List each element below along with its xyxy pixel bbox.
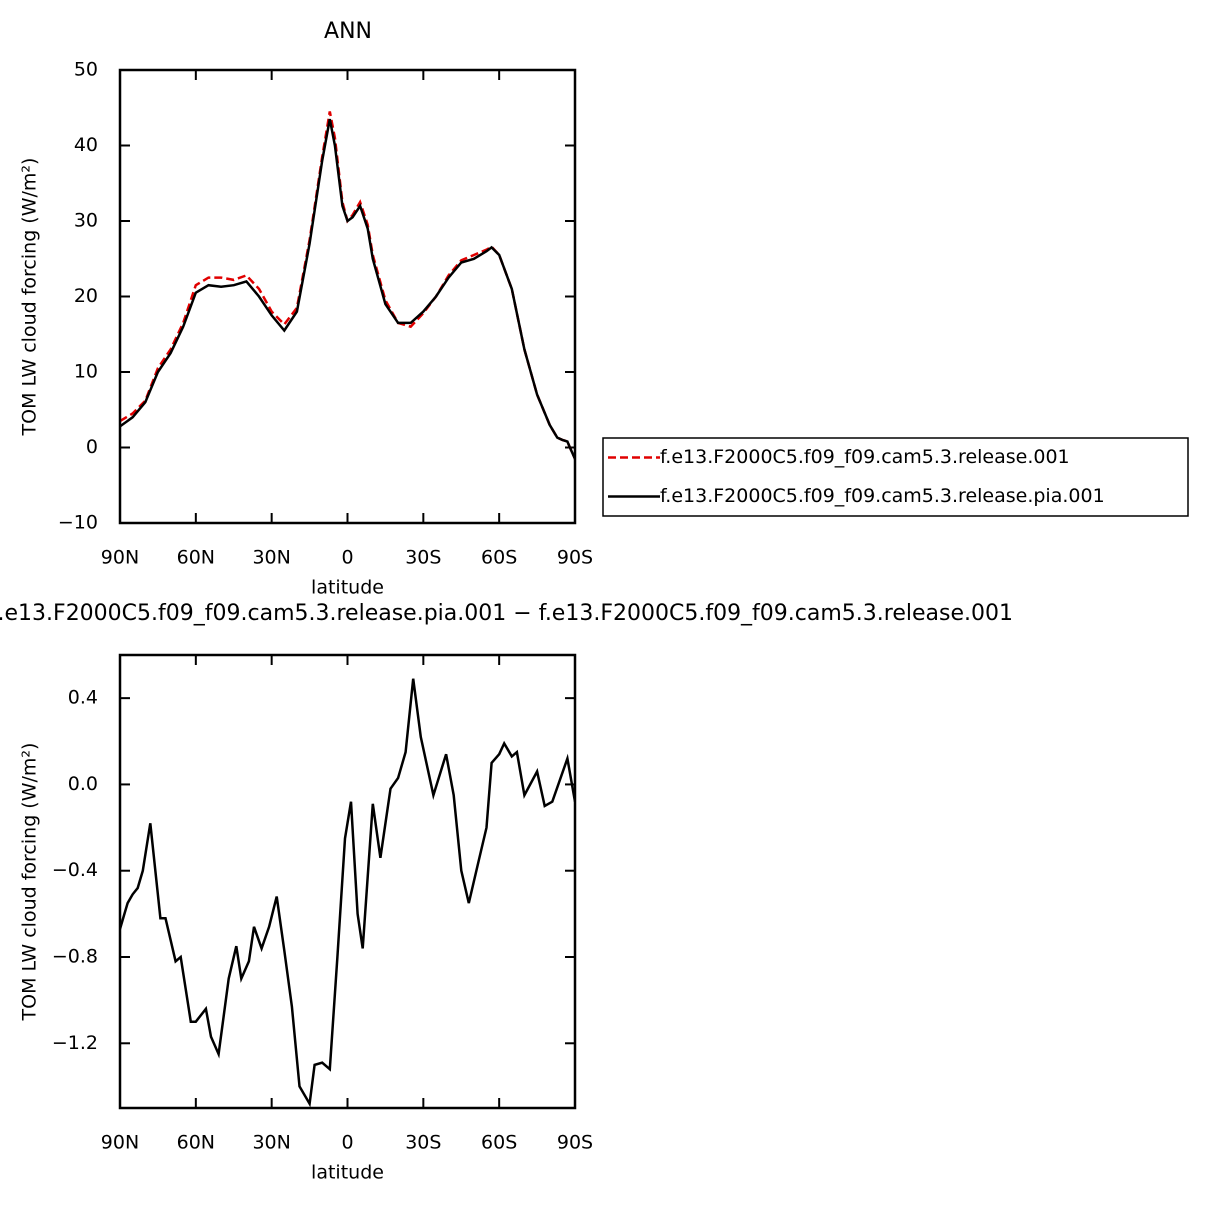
- chart-title: ANN: [324, 19, 372, 44]
- y-tick-label: 40: [74, 134, 98, 156]
- y-tick-label: 0: [86, 436, 98, 458]
- plot-frame: [118, 68, 577, 525]
- y-axis-label: TOM LW cloud forcing (W/m²): [19, 158, 41, 437]
- y-tick-label: 50: [74, 59, 98, 81]
- x-tick-label: 90N: [101, 1132, 139, 1154]
- x-tick-label: 0: [341, 1132, 353, 1154]
- y-tick-label: −10: [58, 512, 98, 534]
- data-line: [120, 678, 575, 1108]
- x-axis-label: latitude: [311, 577, 384, 599]
- x-tick-label: 30N: [252, 1132, 290, 1154]
- x-tick-label: 90N: [101, 547, 139, 569]
- x-axis-label: latitude: [311, 1162, 384, 1184]
- legend-box: [602, 437, 1189, 517]
- x-tick-label: 30S: [405, 1132, 441, 1154]
- x-tick-label: 90S: [557, 1132, 593, 1154]
- chart-title: f.e13.F2000C5.f09_f09.cam5.3.release.pia…: [0, 601, 1013, 626]
- y-tick-label: 20: [74, 285, 98, 307]
- x-tick-label: 0: [341, 547, 353, 569]
- data-line: [120, 118, 575, 460]
- x-tick-label: 60N: [177, 547, 215, 569]
- x-tick-label: 90S: [557, 547, 593, 569]
- data-line: [120, 111, 575, 460]
- x-tick-label: 60S: [481, 547, 517, 569]
- x-tick-label: 30S: [405, 547, 441, 569]
- x-tick-label: 60S: [481, 1132, 517, 1154]
- y-tick-label: −0.8: [52, 946, 98, 968]
- y-tick-label: 0.0: [68, 773, 98, 795]
- plot-frame: [118, 653, 577, 1110]
- x-tick-label: 30N: [252, 547, 290, 569]
- y-axis-label: TOM LW cloud forcing (W/m²): [19, 743, 41, 1022]
- y-tick-label: 30: [74, 210, 98, 232]
- x-tick-label: 60N: [177, 1132, 215, 1154]
- y-tick-label: −1.2: [52, 1032, 98, 1054]
- y-tick-label: 10: [74, 361, 98, 383]
- y-tick-label: −0.4: [52, 859, 98, 881]
- y-tick-label: 0.4: [68, 687, 98, 709]
- legend-label: f.e13.F2000C5.f09_f09.cam5.3.release.001: [660, 446, 1070, 468]
- legend-label: f.e13.F2000C5.f09_f09.cam5.3.release.pia…: [660, 485, 1105, 507]
